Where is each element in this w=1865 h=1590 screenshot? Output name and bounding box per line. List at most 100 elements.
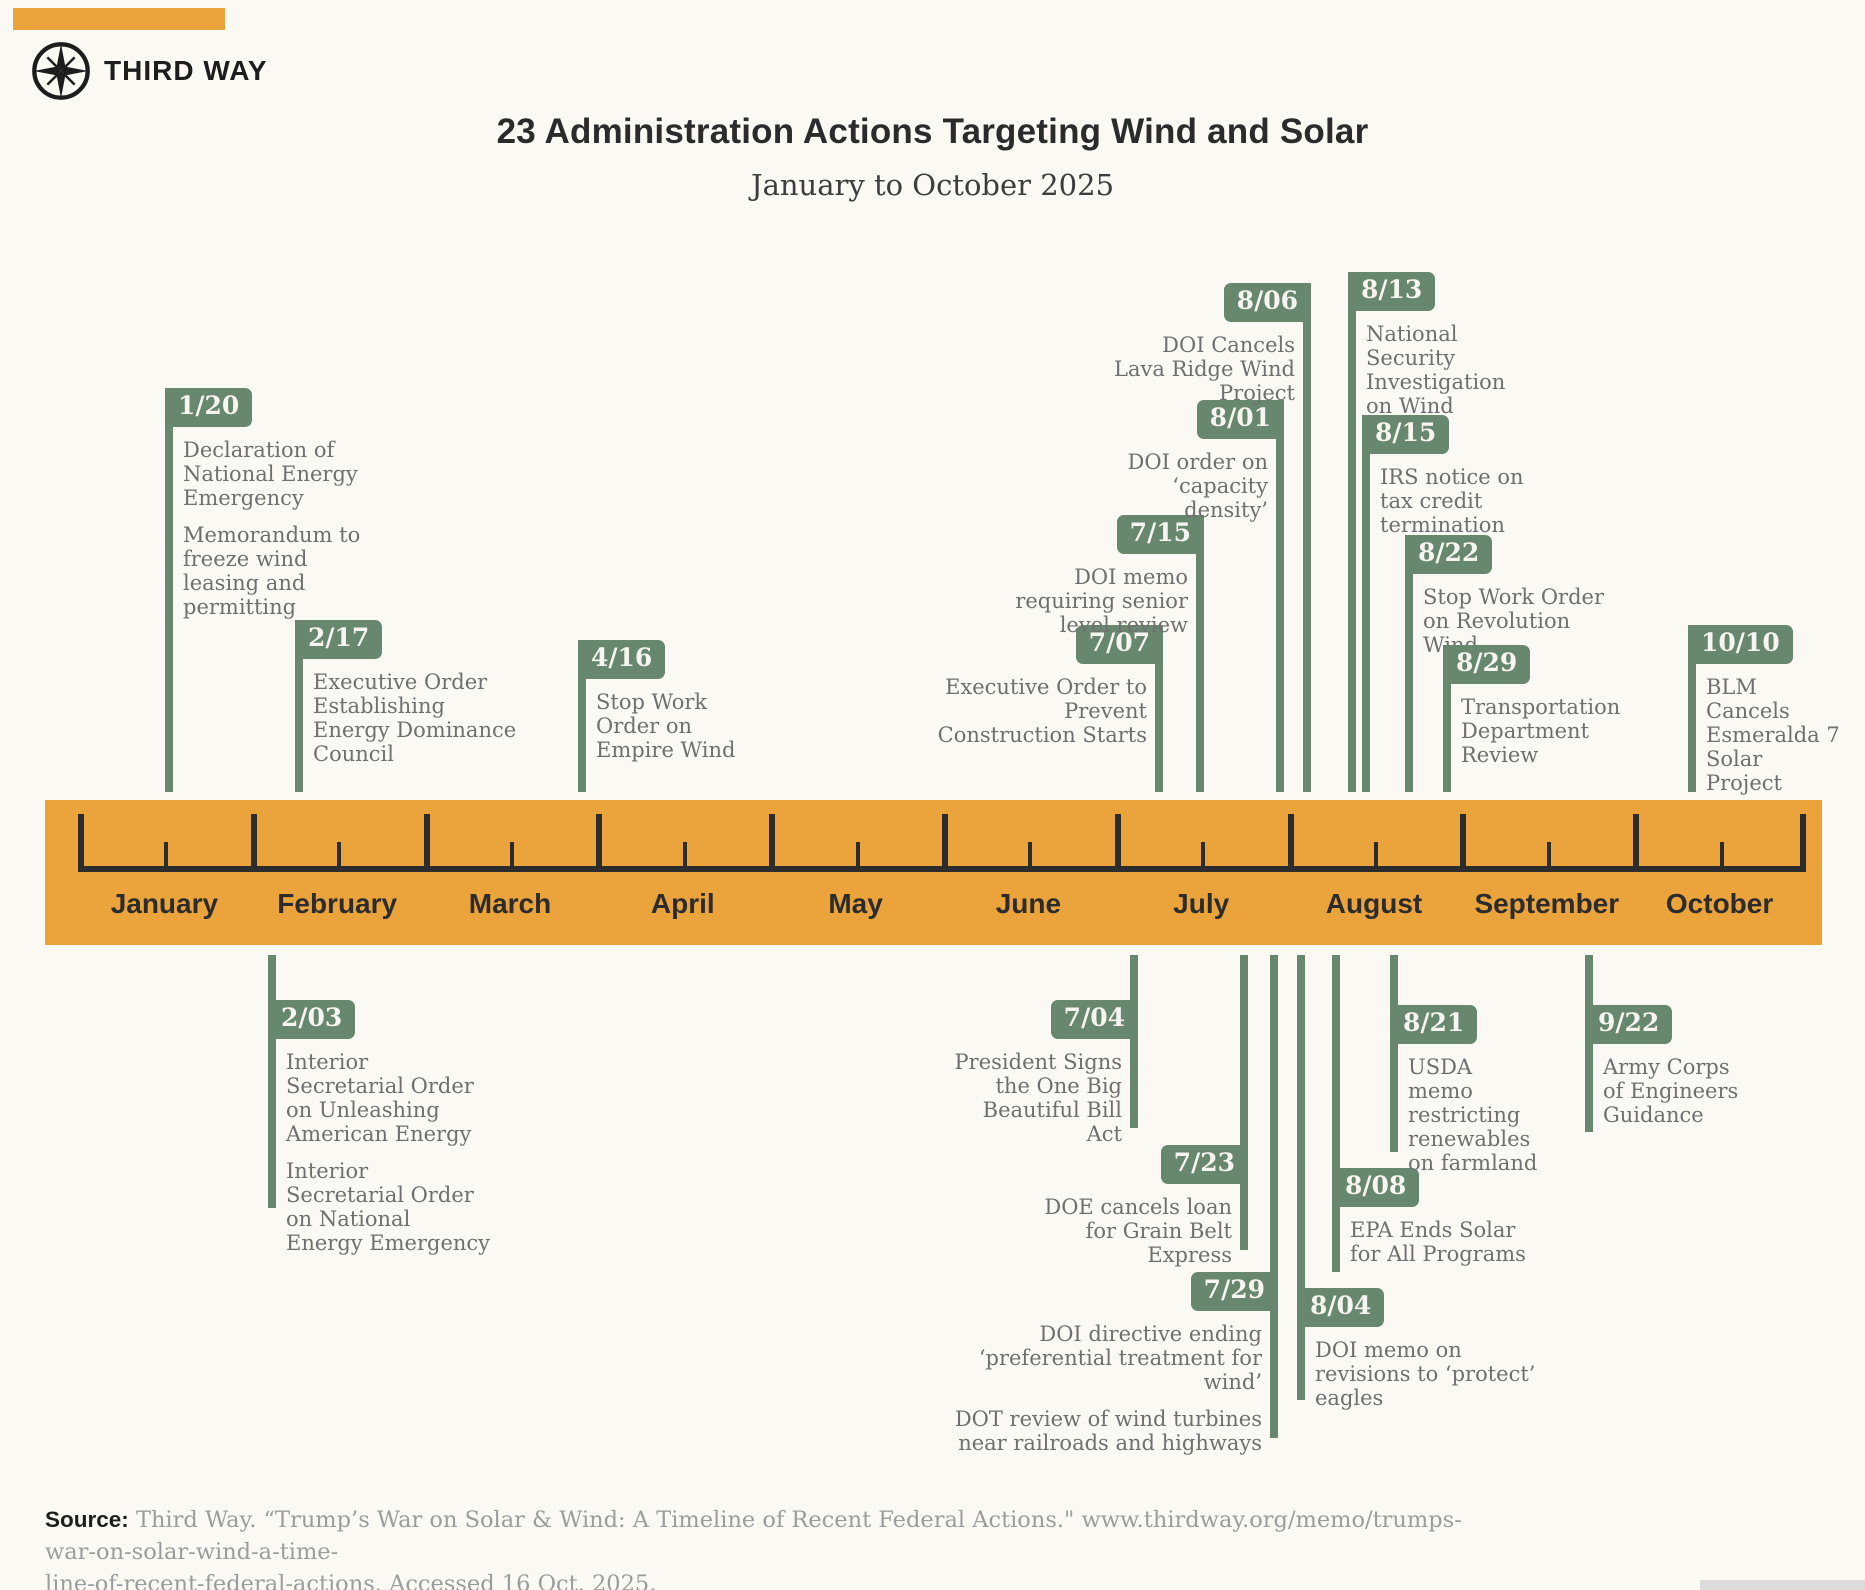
- event-connector-line: [1240, 955, 1248, 1250]
- event-description-paragraph: President Signs the One Big Beautiful Bi…: [954, 1050, 1122, 1146]
- event-connector-line: [1196, 515, 1204, 792]
- event-connector-line: [1348, 272, 1356, 792]
- event-date-badge: 10/10: [1688, 625, 1793, 664]
- event-connector-line: [578, 640, 586, 792]
- source-label: Source:: [45, 1507, 129, 1532]
- event-description-paragraph: IRS notice on tax credit termination: [1380, 465, 1524, 537]
- event-date-badge: 8/29: [1443, 645, 1531, 684]
- event-description-paragraph: Transportation Department Review: [1461, 695, 1621, 767]
- event-description-paragraph: BLM Cancels Esmeralda 7 Solar Project: [1706, 675, 1840, 795]
- event-description: Executive Order to Prevent Construction …: [932, 675, 1147, 747]
- month-start-tick: [1460, 814, 1467, 872]
- event-connector-line: [1297, 955, 1305, 1400]
- mid-month-tick: [164, 842, 169, 872]
- event-description: President Signs the One Big Beautiful Bi…: [947, 1050, 1122, 1146]
- month-start-tick: [1633, 814, 1640, 872]
- event-description-paragraph: DOI directive ending ‘preferential treat…: [978, 1322, 1262, 1394]
- event-connector-line: [1585, 955, 1593, 1132]
- event-description-paragraph: EPA Ends Solar for All Programs: [1350, 1218, 1526, 1266]
- event-description: DOI memo requiring senior level review: [983, 565, 1188, 637]
- event-connector-line: [1270, 955, 1278, 1438]
- source-line-1: Source: Third Way. “Trump’s War on Solar…: [45, 1507, 1462, 1565]
- source-note: Source: Third Way. “Trump’s War on Solar…: [45, 1504, 1505, 1590]
- event-connector-line: [1155, 625, 1163, 792]
- month-label: May: [828, 888, 883, 919]
- mid-month-tick: [1374, 842, 1378, 872]
- source-line-2: line-of-recent-federal-actions. Accessed…: [45, 1571, 657, 1590]
- event-connector-line: [1276, 400, 1284, 792]
- event-description: BLM Cancels Esmeralda 7 Solar Project: [1706, 675, 1841, 795]
- event-description-paragraph: Executive Order Establishing Energy Domi…: [313, 670, 517, 766]
- event-description-paragraph: DOI memo on revisions to ‘protect’ eagle…: [1315, 1338, 1536, 1410]
- event-date-badge: 4/16: [578, 640, 666, 679]
- event-connector-line: [1688, 625, 1696, 792]
- event-date-badge: 8/15: [1362, 415, 1450, 454]
- event-description: EPA Ends Solar for All Programs: [1350, 1218, 1545, 1266]
- event-description-paragraph: DOI order on ‘capacity density’: [1127, 450, 1268, 522]
- event-description-paragraph: Executive Order to Prevent Construction …: [937, 675, 1147, 747]
- event-date-badge: 7/15: [1116, 515, 1204, 554]
- month-start-tick: [250, 814, 257, 872]
- event-description: DOI order on ‘capacity density’: [1083, 450, 1268, 522]
- brand-name: THIRD WAY: [104, 55, 268, 86]
- event-connector-line: [1130, 955, 1138, 1128]
- event-description: Executive Order Establishing Energy Domi…: [313, 670, 518, 766]
- event-connector-line: [1443, 645, 1451, 792]
- event-description: DOI directive ending ‘preferential treat…: [932, 1322, 1262, 1455]
- month-label: January: [110, 888, 219, 919]
- event-connector-line: [1405, 535, 1413, 792]
- month-start-tick: [942, 814, 948, 872]
- month-start-tick: [596, 814, 603, 872]
- event-description-paragraph: DOI Cancels Lava Ridge Wind Project: [1114, 333, 1295, 405]
- page-subtitle: January to October 2025: [750, 168, 1115, 202]
- event-description-paragraph: USDA memo restricting renewables on farm…: [1408, 1055, 1538, 1175]
- event-date-badge: 8/01: [1196, 400, 1284, 439]
- event-date-badge: 7/29: [1190, 1272, 1278, 1311]
- event-connector-line: [1303, 283, 1311, 792]
- event-date-badge: 7/23: [1160, 1145, 1248, 1184]
- month-label: July: [1173, 888, 1230, 919]
- event-description: Transportation Department Review: [1461, 695, 1666, 767]
- month-label: August: [1325, 888, 1423, 919]
- event-description: USDA memo restricting renewables on farm…: [1408, 1055, 1543, 1175]
- event-description: DOI Cancels Lava Ridge Wind Project: [1105, 333, 1295, 405]
- event-date-badge: 7/07: [1075, 625, 1163, 664]
- month-label: September: [1474, 888, 1620, 919]
- event-connector-line: [1332, 955, 1340, 1272]
- month-start-tick: [423, 814, 430, 872]
- month-start-tick: [769, 814, 776, 872]
- event-description-paragraph: DOE cancels loan for Grain Belt Express: [1044, 1195, 1232, 1267]
- event-description: Stop Work Order on Empire Wind: [596, 690, 766, 762]
- mid-month-tick: [1719, 842, 1724, 872]
- month-label: April: [650, 888, 715, 919]
- event-date-badge: 8/08: [1332, 1168, 1420, 1207]
- mid-month-tick: [855, 842, 860, 872]
- event-description: Declaration of National Energy Emergency…: [183, 438, 368, 619]
- event-date-badge: 8/04: [1297, 1288, 1385, 1327]
- event-date-badge: 8/06: [1223, 283, 1311, 322]
- month-label: February: [277, 888, 398, 919]
- event-description: Stop Work Order on Revolution Wind: [1423, 585, 1613, 657]
- event-date-badge: 8/13: [1348, 272, 1436, 311]
- event-description-paragraph: Declaration of National Energy Emergency: [183, 438, 358, 510]
- event-description-paragraph: DOI memo requiring senior level review: [1015, 565, 1188, 637]
- compass-icon: [30, 40, 92, 102]
- event-description-paragraph: Stop Work Order on Empire Wind: [596, 690, 736, 762]
- event-description-paragraph: Interior Secretarial Order on National E…: [286, 1159, 491, 1255]
- event-description: Interior Secretarial Order on Unleashing…: [286, 1050, 491, 1255]
- thirdway-logo: THIRD WAY: [30, 40, 268, 102]
- event-connector-line: [165, 388, 173, 792]
- event-description: Army Corps of Engineers Guidance: [1603, 1055, 1748, 1127]
- mid-month-tick: [1546, 842, 1551, 872]
- event-date-badge: 2/17: [295, 620, 383, 659]
- brand-accent-bar: [13, 8, 225, 30]
- event-connector-line: [1390, 955, 1398, 1152]
- page-title: 23 Administration Actions Targeting Wind…: [496, 112, 1369, 151]
- month-start-tick: [1287, 814, 1294, 872]
- event-description-paragraph: Stop Work Order on Revolution Wind: [1423, 585, 1604, 657]
- event-date-badge: 7/04: [1050, 1000, 1138, 1039]
- event-connector-line: [295, 620, 303, 792]
- month-label: October: [1665, 888, 1774, 919]
- event-date-badge: 1/20: [165, 388, 253, 427]
